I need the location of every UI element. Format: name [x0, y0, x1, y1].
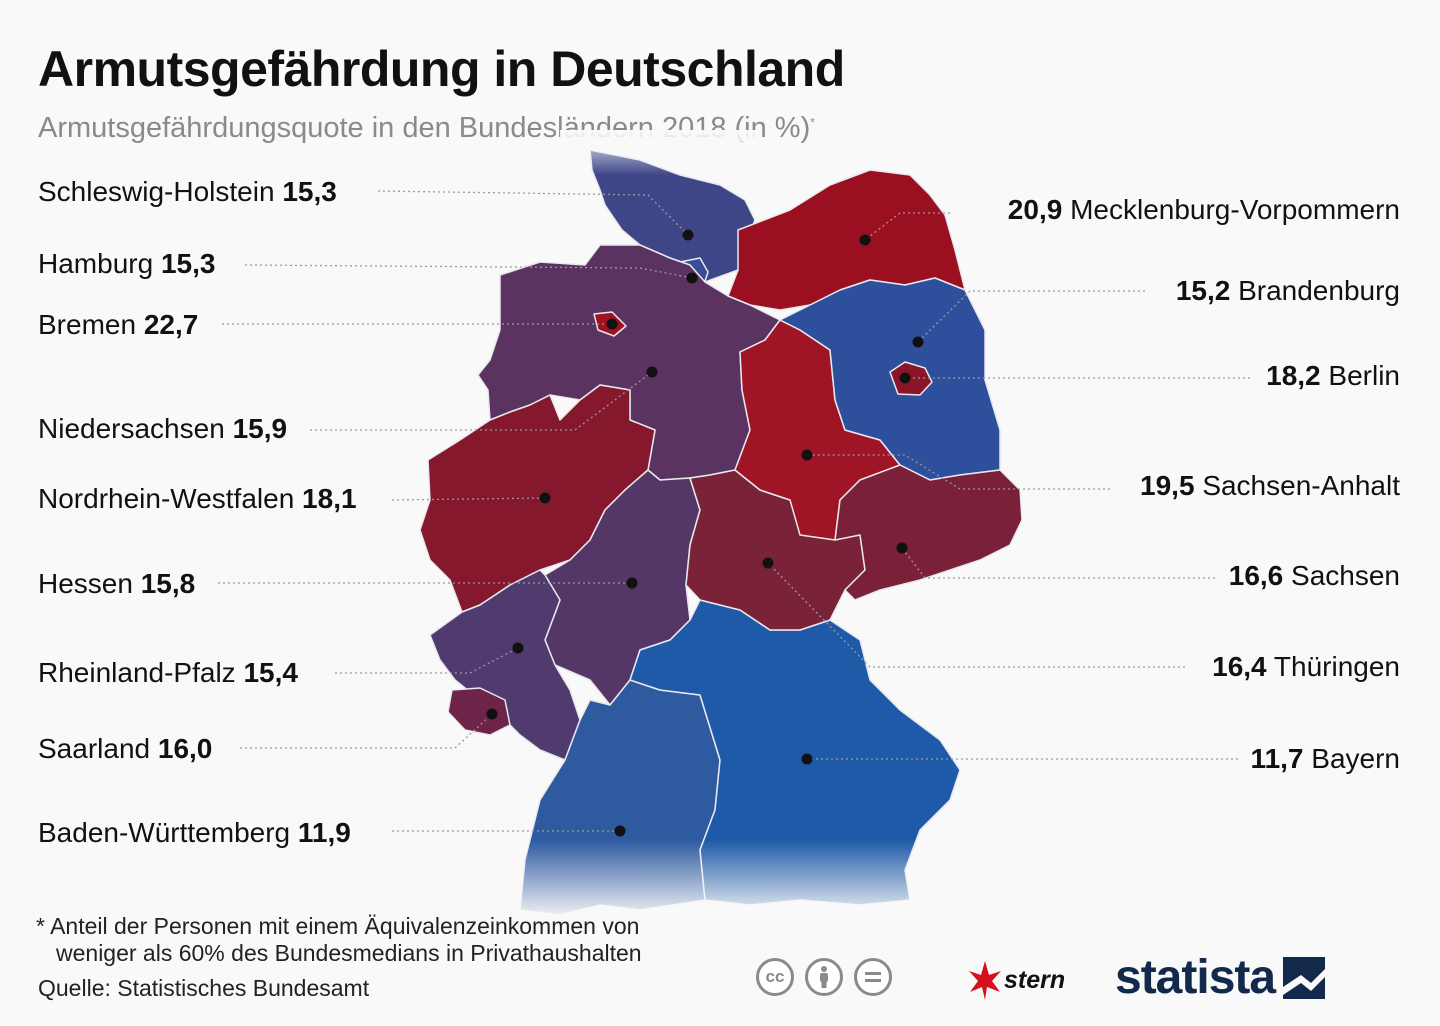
label-niedersachsen: Niedersachsen 15,9	[38, 413, 288, 444]
label-bayern: 11,7 Bayern	[1250, 743, 1400, 774]
footnote: * Anteil der Personen mit einem Äquivale…	[36, 913, 642, 967]
marker-bremen	[606, 318, 618, 330]
label-saarland: Saarland 16,0	[38, 733, 213, 764]
label-hamburg: Hamburg 15,3	[38, 248, 216, 279]
marker-saarland	[486, 708, 498, 720]
footnote-line-2: weniger als 60% des Bundesmedians in Pri…	[56, 940, 642, 966]
marker-mecklenburg-vorpommern	[859, 234, 871, 246]
marker-nordrhein-westfalen	[539, 492, 551, 504]
label-thueringen: 16,4 Thüringen	[1212, 651, 1400, 682]
marker-baden-wuerttemberg	[614, 825, 626, 837]
marker-niedersachsen	[646, 366, 658, 378]
label-mecklenburg-vorpommern: 20,9 Mecklenburg-Vorpommern	[1007, 194, 1400, 225]
label-nordrhein-westfalen: Nordrhein-Westfalen 18,1	[38, 483, 357, 514]
marker-sachsen	[896, 542, 908, 554]
marker-brandenburg	[912, 336, 924, 348]
statista-logo[interactable]: statista	[1115, 950, 1326, 1005]
marker-rheinland-pfalz	[512, 642, 524, 654]
marker-schleswig-holstein	[682, 229, 694, 241]
cc-icon[interactable]: cc	[756, 958, 794, 996]
by-icon[interactable]	[805, 958, 843, 996]
region-sachsen	[834, 464, 1023, 601]
label-hessen: Hessen 15,8	[38, 568, 196, 599]
footnote-line-1: * Anteil der Personen mit einem Äquivale…	[36, 913, 640, 939]
label-brandenburg: 15,2 Brandenburg	[1175, 275, 1400, 306]
label-berlin: 18,2 Berlin	[1266, 360, 1400, 391]
statista-mark-icon	[1283, 956, 1326, 999]
label-rheinland-pfalz: Rheinland-Pfalz 15,4	[38, 657, 298, 688]
stern-star-icon	[969, 961, 1001, 1000]
label-schleswig-holstein: Schleswig-Holstein 15,3	[38, 176, 337, 207]
region-berlin	[889, 361, 933, 396]
source-text: Quelle: Statistisches Bundesamt	[38, 975, 370, 1001]
label-sachsen: 16,6 Sachsen	[1228, 560, 1400, 591]
region-saarland	[447, 687, 511, 736]
region-brandenburg	[779, 277, 1001, 481]
label-bremen: Bremen 22,7	[38, 309, 199, 340]
label-sachsen-anhalt: 19,5 Sachsen-Anhalt	[1140, 470, 1400, 501]
nd-icon[interactable]	[854, 958, 892, 996]
marker-sachsen-anhalt	[801, 449, 813, 461]
marker-hessen	[626, 577, 638, 589]
marker-berlin	[899, 372, 911, 384]
marker-thueringen	[762, 557, 774, 569]
marker-hamburg	[686, 272, 698, 284]
page-title: Armutsgefährdung in Deutschland	[38, 41, 845, 97]
stern-logo[interactable]: stern	[968, 958, 1065, 1002]
marker-bayern	[801, 753, 813, 765]
label-baden-wuerttemberg: Baden-Württemberg 11,9	[38, 817, 351, 848]
